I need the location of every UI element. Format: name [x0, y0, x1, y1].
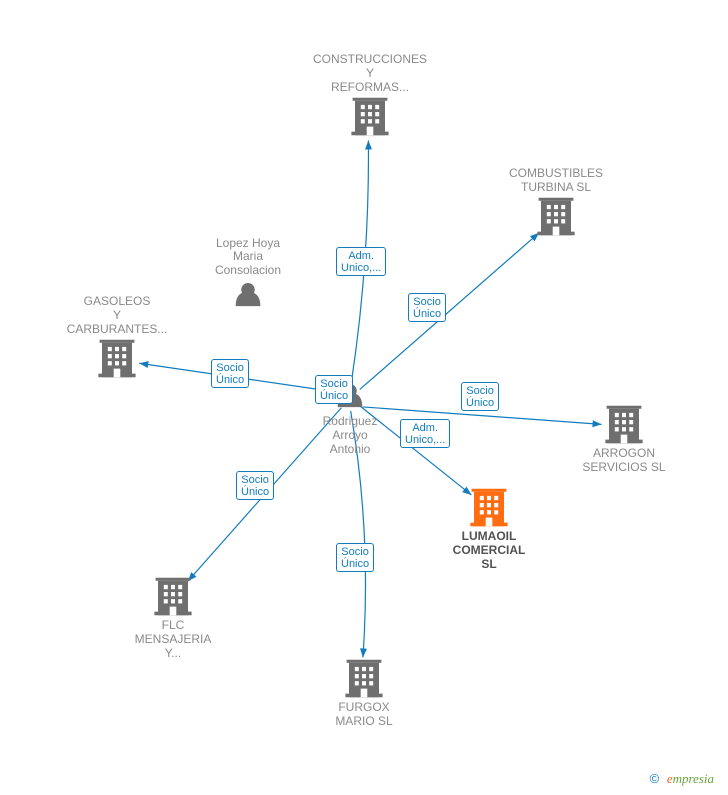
company-icon — [537, 198, 574, 236]
company-icon — [351, 98, 388, 136]
company-icon — [154, 578, 191, 616]
company-icon — [605, 406, 642, 444]
footer: © empresia — [650, 771, 714, 787]
company-icon — [470, 489, 507, 527]
person-icon — [236, 283, 261, 306]
company-icon — [98, 340, 135, 378]
brand-name: empresia — [667, 771, 714, 786]
network-canvas — [0, 0, 728, 795]
brand-rest: mpresia — [673, 771, 714, 786]
company-icon — [345, 660, 382, 698]
person-icon — [338, 384, 363, 407]
copyright-symbol: © — [650, 771, 660, 786]
